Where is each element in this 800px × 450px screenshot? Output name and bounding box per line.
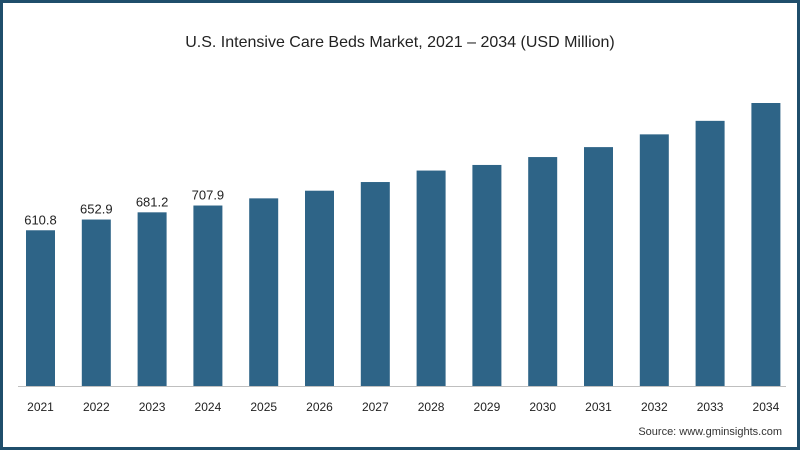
data-label-2024: 707.9: [192, 188, 225, 203]
bar-2033: [695, 120, 725, 386]
data-label-2023: 681.2: [136, 194, 169, 209]
x-tick-label-2026: 2026: [306, 400, 333, 414]
x-tick-label-2029: 2029: [474, 400, 501, 414]
x-tick-label-2027: 2027: [362, 400, 389, 414]
source-note: Source: www.gminsights.com: [638, 426, 782, 438]
x-tick-label-2034: 2034: [753, 400, 780, 414]
x-tick-label-2024: 2024: [195, 400, 222, 414]
bar-2026: [305, 190, 334, 386]
bar-2027: [360, 182, 390, 386]
x-tick-label-2025: 2025: [250, 400, 277, 414]
bar-2022: [81, 219, 111, 386]
bar-2029: [472, 164, 502, 386]
x-tick-label-2030: 2030: [529, 400, 556, 414]
bar-2030: [528, 157, 558, 386]
bar-2028: [416, 170, 446, 386]
bar-2024: [193, 205, 223, 386]
chart-title: U.S. Intensive Care Beds Market, 2021 – …: [185, 34, 615, 51]
x-tick-label-2028: 2028: [418, 400, 445, 414]
data-label-2021: 610.8: [24, 212, 57, 227]
bar-2031: [584, 147, 613, 386]
bar-2032: [639, 134, 669, 386]
bar-2021: [26, 230, 55, 386]
x-tick-label-2022: 2022: [83, 400, 110, 414]
x-tick-label-2032: 2032: [641, 400, 668, 414]
bar-2025: [249, 198, 279, 386]
data-label-2022: 652.9: [80, 202, 113, 217]
x-tick-label-2021: 2021: [27, 400, 54, 414]
x-tick-label-2033: 2033: [697, 400, 724, 414]
bar-2023: [137, 212, 167, 386]
x-tick-label-2031: 2031: [585, 400, 612, 414]
bar-2034: [751, 103, 781, 386]
x-tick-label-2023: 2023: [139, 400, 166, 414]
